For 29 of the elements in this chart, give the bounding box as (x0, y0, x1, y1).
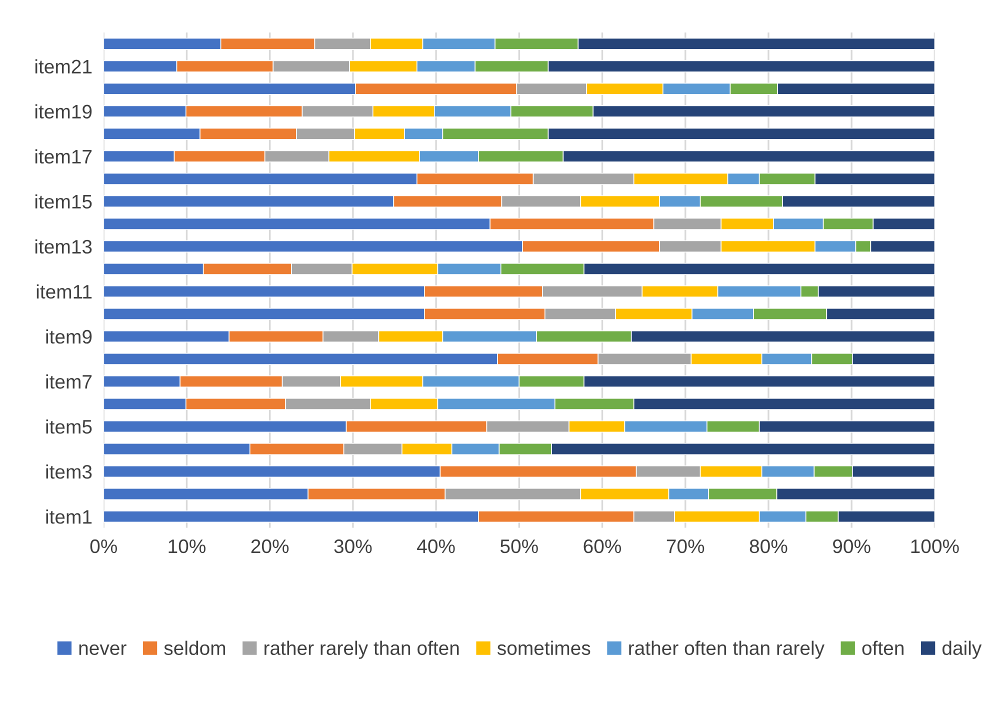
y-tick-label: item11 (36, 284, 92, 299)
x-tick-label: 20% (251, 539, 289, 554)
x-tick-label: 70% (666, 539, 704, 554)
x-tick-label: 60% (584, 539, 622, 554)
y-tick-label: item19 (35, 104, 92, 119)
x-tick-label: 0% (90, 539, 117, 554)
legend-label: rather rarely than often (264, 640, 459, 659)
x-tick-label: 50% (500, 539, 538, 554)
y-tick-label: item15 (35, 194, 92, 209)
x-tick-label: 100% (911, 539, 959, 554)
y-tick-label: item21 (35, 59, 92, 74)
y-tick-label: item7 (46, 374, 92, 389)
y-tick-label: item5 (46, 419, 92, 434)
x-tick-label: 30% (334, 539, 372, 554)
y-tick-label: item9 (46, 329, 92, 344)
legend-label: rather often than rarely (629, 640, 825, 659)
legend-label: often (862, 640, 904, 656)
legend-label: sometimes (497, 640, 590, 656)
legend-label: seldom (164, 640, 226, 656)
y-tick-label: item17 (35, 149, 92, 164)
x-tick-label: 10% (168, 539, 206, 554)
x-tick-label: 40% (417, 539, 455, 554)
y-tick-label: item13 (35, 239, 92, 254)
x-tick-label: 80% (750, 539, 788, 554)
y-tick-label: item1 (46, 509, 92, 524)
x-tick-label: 90% (833, 539, 870, 554)
legend-label: daily (942, 640, 982, 659)
legend-label: never (79, 644, 126, 656)
y-tick-label: item3 (46, 464, 92, 479)
